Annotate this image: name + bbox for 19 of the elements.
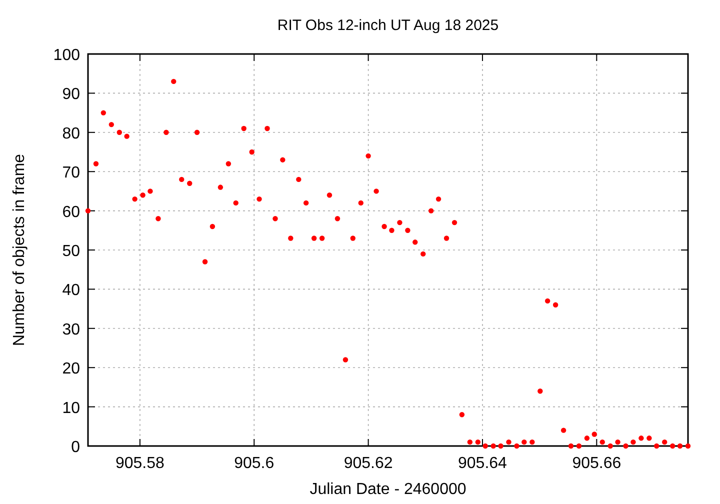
y-tick-label: 90 bbox=[62, 86, 80, 104]
y-tick-label: 10 bbox=[62, 400, 80, 417]
y-axis-title: Number of objects in frame bbox=[11, 154, 28, 346]
y-tick-label: 100 bbox=[53, 47, 80, 64]
y-tick-label: 70 bbox=[62, 164, 80, 182]
y-tick-label: 50 bbox=[62, 243, 80, 260]
x-axis-title: Julian Date - 2460000 bbox=[310, 481, 466, 498]
y-tick-label: 0 bbox=[71, 439, 80, 456]
x-tick-label: 905.66 bbox=[572, 455, 622, 472]
chart-title: RIT Obs 12-inch UT Aug 18 2025 bbox=[277, 17, 499, 34]
x-tick-label: 905.62 bbox=[344, 455, 393, 472]
x-tick-label: 905.64 bbox=[458, 455, 508, 472]
x-tick-label: 905.6 bbox=[234, 455, 274, 472]
y-tick-label: 40 bbox=[62, 282, 80, 300]
y-tick-label: 60 bbox=[62, 204, 80, 221]
y-tick-label: 30 bbox=[62, 321, 80, 338]
y-tick-label: 80 bbox=[62, 125, 80, 142]
y-tick-label: 20 bbox=[62, 360, 80, 378]
x-tick-label: 905.58 bbox=[115, 455, 165, 472]
